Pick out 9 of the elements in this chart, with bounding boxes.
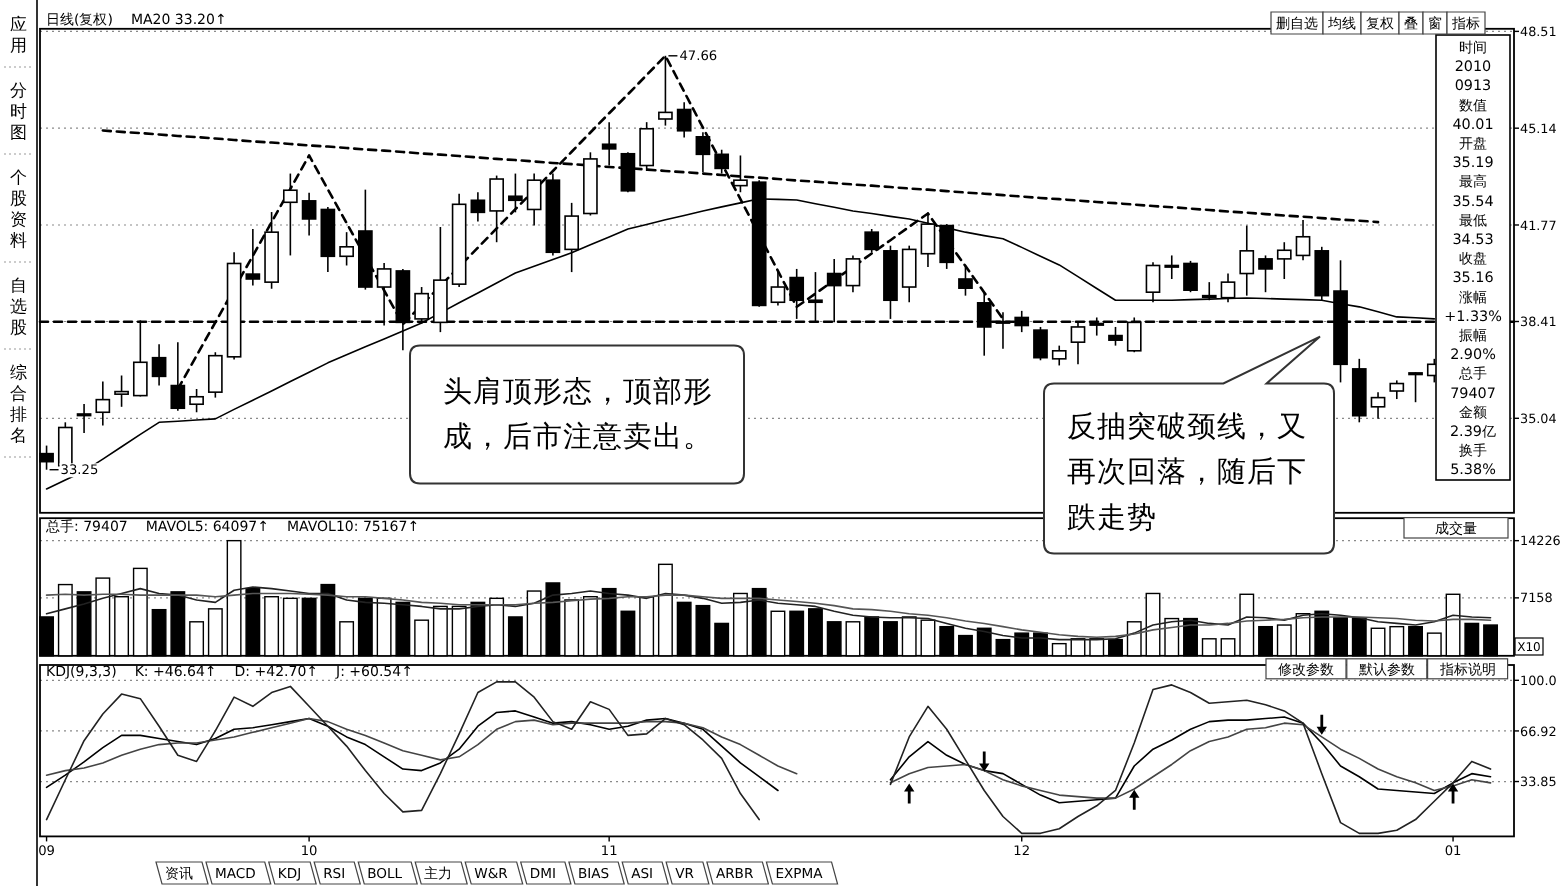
text: 综合排名 [10, 362, 26, 445]
callout: 头肩顶形态，顶部形成，后市注意卖出。 [409, 344, 745, 485]
text: 自选股 [10, 275, 26, 337]
callout: 反抽突破颈线，又再次回落，随后下跌走势 [1043, 335, 1335, 555]
annotation: 头肩顶形态，顶部形成，后市注意卖出。 [443, 375, 714, 454]
text: 分时图 [10, 80, 26, 142]
text: 应用 [10, 14, 26, 55]
text: 个股资料 [10, 167, 26, 250]
annotation: 反抽突破颈线，又再次回落，随后下跌走势 [1066, 410, 1307, 535]
